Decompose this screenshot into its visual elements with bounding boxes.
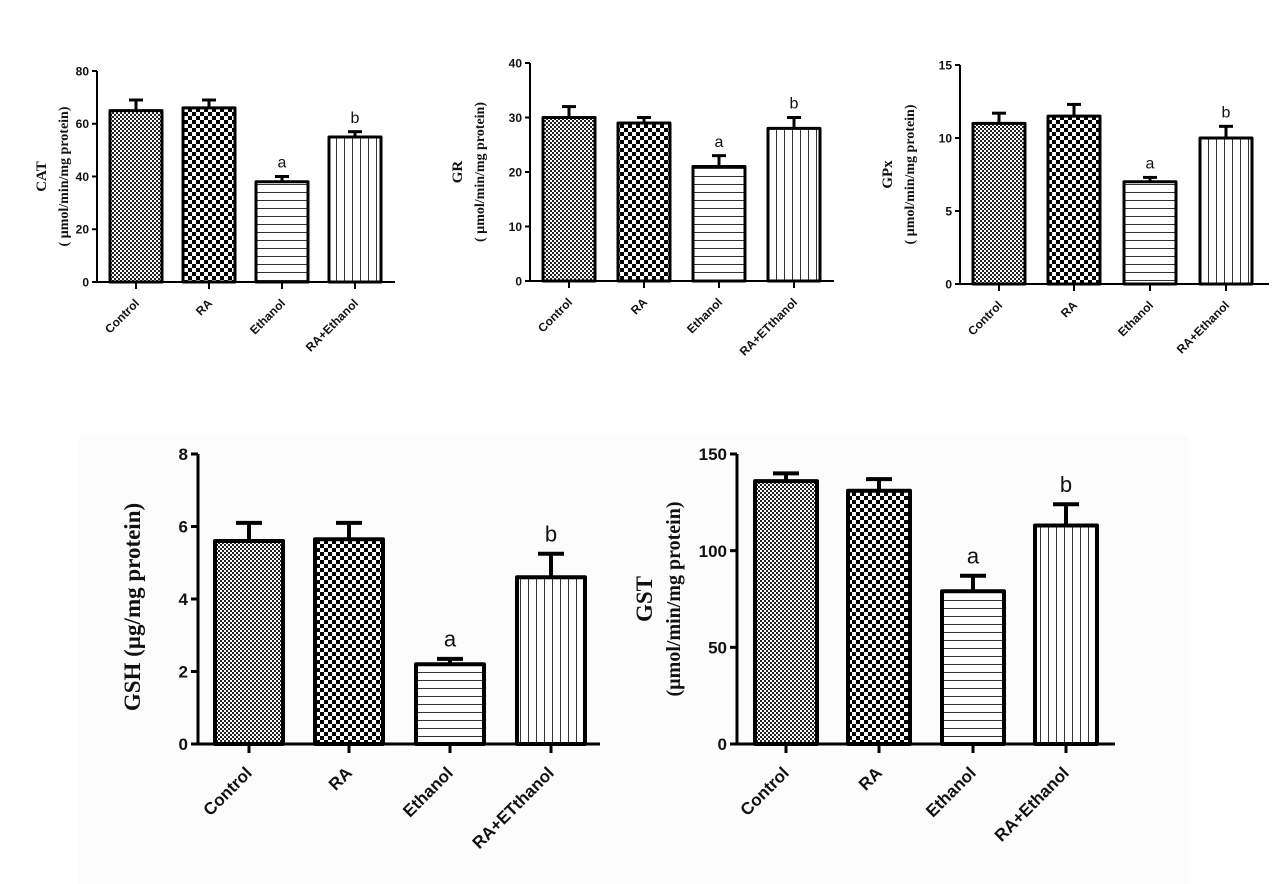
x-tick-label: RA+ETthanol bbox=[737, 295, 800, 358]
bar-ra bbox=[313, 537, 385, 746]
bar-ra-ethanol bbox=[1198, 136, 1254, 286]
y-tick-label: 0 bbox=[945, 277, 952, 291]
x-tick-label: Control bbox=[965, 298, 1005, 338]
significance-label: b bbox=[545, 522, 557, 547]
y-tick-label: 20 bbox=[509, 165, 523, 179]
bar-ethanol bbox=[691, 165, 747, 283]
y-tick-label: 15 bbox=[939, 58, 953, 72]
y-tick-label: 150 bbox=[699, 445, 727, 464]
bar-ethanol bbox=[414, 662, 486, 746]
x-tick-label: Control bbox=[200, 763, 256, 819]
x-tick-label: RA+Ethanol bbox=[303, 296, 361, 354]
x-tick-label: Ethanol bbox=[684, 295, 725, 336]
x-tick-label: Ethanol bbox=[922, 763, 980, 821]
x-tick-label: Ethanol bbox=[399, 763, 457, 821]
bar-control bbox=[541, 116, 597, 283]
y-tick-label: 6 bbox=[179, 518, 188, 537]
bar-ethanol bbox=[940, 589, 1006, 746]
x-tick-label: RA+Ethanol bbox=[991, 763, 1073, 845]
chart-gpx: Control RA a Ethanol b RA+Ethanol 0 5 10 15 GPx ( µ… bbox=[880, 58, 1269, 356]
y-tick-label: 4 bbox=[179, 590, 189, 609]
y-tick-label: 0 bbox=[515, 274, 522, 288]
y-tick-label: 100 bbox=[699, 542, 727, 561]
y-tick-label: 5 bbox=[945, 204, 952, 218]
significance-label: a bbox=[278, 155, 287, 172]
y-tick-label: 0 bbox=[179, 735, 188, 754]
significance-label: b bbox=[790, 96, 799, 113]
chart-cat: Control RA a Ethanol b RA+Ethanol 0 20 40 60 80 CAT… bbox=[34, 64, 395, 354]
bar-control bbox=[108, 109, 164, 284]
y-tick-label: 0 bbox=[718, 735, 727, 754]
significance-label: b bbox=[1222, 105, 1231, 122]
y-tick-label: 30 bbox=[509, 111, 523, 125]
bar-ra-etthanol bbox=[766, 126, 822, 283]
bar-ra-etthanol bbox=[515, 575, 587, 746]
significance-label: a bbox=[715, 134, 724, 151]
bar-control bbox=[753, 479, 819, 746]
x-tick-label: Ethanol bbox=[247, 296, 288, 337]
bar-ra-ethanol bbox=[1033, 523, 1099, 746]
y-tick-label: 60 bbox=[76, 117, 90, 131]
significance-label: a bbox=[1146, 156, 1155, 173]
y-axis-unit: ( µmol/min/mg protein) bbox=[903, 104, 918, 244]
y-tick-label: 20 bbox=[76, 223, 90, 237]
chart-gst: Control RA a Ethanol b RA+Ethanol 0 50 100 150 GST… bbox=[632, 445, 1115, 845]
y-tick-label: 8 bbox=[179, 445, 188, 464]
significance-label: b bbox=[351, 110, 360, 127]
x-tick-label: Control bbox=[535, 295, 575, 335]
bar-control bbox=[971, 121, 1027, 286]
x-tick-label: RA+ETthanol bbox=[469, 763, 558, 852]
y-tick-label: 10 bbox=[509, 220, 523, 234]
significance-label: a bbox=[444, 627, 457, 652]
x-tick-label: RA bbox=[628, 295, 650, 317]
y-tick-label: 40 bbox=[509, 56, 523, 70]
y-axis-title: GST bbox=[632, 576, 657, 622]
y-tick-label: 50 bbox=[708, 638, 727, 657]
y-axis-title: GSH (µg/mg protein) bbox=[120, 503, 145, 711]
x-tick-label: RA bbox=[325, 763, 356, 794]
chart-gsh: Control RA a Ethanol b RA+ETthanol 0 2 4 6 8 GSH (µ… bbox=[120, 445, 600, 853]
x-tick-label: Control bbox=[102, 296, 142, 336]
chart-gr: Control RA a Ethanol b RA+ETthanol 0 10 20 30 40 GR… bbox=[450, 56, 834, 359]
bar-ethanol bbox=[1122, 180, 1178, 286]
y-axis-title: GR bbox=[450, 161, 466, 184]
x-tick-label: RA bbox=[193, 296, 215, 318]
y-tick-label: 0 bbox=[82, 275, 89, 289]
x-tick-label: Control bbox=[737, 763, 793, 819]
y-axis-title: CAT bbox=[34, 161, 50, 192]
x-tick-label: RA bbox=[1058, 298, 1080, 320]
significance-label: a bbox=[967, 544, 980, 569]
y-tick-label: 2 bbox=[179, 663, 188, 682]
bar-ethanol bbox=[254, 180, 310, 284]
bar-ra bbox=[846, 488, 912, 746]
y-axis-unit: (µmol/min/mg protein) bbox=[663, 501, 685, 696]
bar-control bbox=[213, 539, 285, 746]
bar-ra bbox=[616, 121, 672, 283]
y-tick-label: 40 bbox=[76, 170, 90, 184]
y-axis-unit: ( µmol/min/mg protein) bbox=[57, 106, 72, 246]
bar-ra bbox=[181, 106, 237, 284]
x-tick-label: RA+Ethanol bbox=[1174, 298, 1232, 356]
y-tick-label: 10 bbox=[939, 131, 953, 145]
bar-ra-ethanol bbox=[327, 135, 383, 284]
significance-label: b bbox=[1060, 472, 1072, 497]
x-tick-label: Ethanol bbox=[1115, 298, 1156, 339]
y-axis-unit: ( µmol/min/mg protein) bbox=[473, 102, 488, 242]
x-tick-label: RA bbox=[855, 763, 886, 794]
y-tick-label: 80 bbox=[76, 64, 90, 78]
bar-ra bbox=[1046, 114, 1102, 286]
y-axis-title: GPx bbox=[880, 160, 896, 189]
